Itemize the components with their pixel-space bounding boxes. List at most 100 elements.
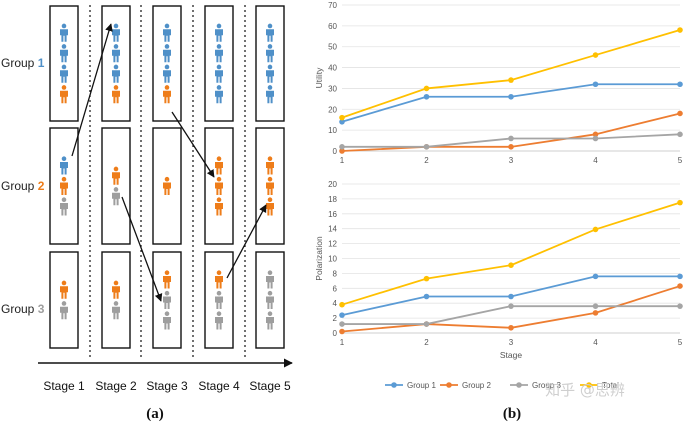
series-line-total [341,201,681,306]
y-tick-label: 16 [328,210,337,219]
data-point-total [677,199,683,206]
x-tick-label: 5 [678,156,683,165]
person-icon-gray [266,290,274,309]
person-icon-blue [215,44,223,63]
person-icon-gray [112,187,120,206]
y-tick-label: 0 [333,329,338,338]
person-icon-blue [59,64,68,83]
stage-label-1: Stage 1 [43,379,85,393]
legend-label: Group 3 [532,381,561,390]
data-point-group-1 [592,273,599,280]
person-icon-orange [215,156,223,175]
y-tick-label: 20 [328,180,337,189]
data-point-group-3 [677,303,683,309]
x-tick-label: 2 [424,156,429,165]
data-point-total [423,85,430,92]
data-point-group-1 [339,312,345,318]
data-point-group-1 [508,93,514,100]
group-box [255,251,285,349]
data-point-group-3 [677,131,683,138]
group-box [49,251,79,349]
x-tick-label: 3 [509,338,514,347]
legend-item: Group 1 [385,381,436,390]
person-icon-orange [266,156,274,175]
person-icon-gray [163,311,171,330]
group-number-1: 1 [38,56,45,70]
person-icon-orange [215,270,223,289]
person-icon-blue [266,44,274,63]
data-point-group-3 [508,303,514,309]
person-icon-gray [266,311,274,330]
x-tick-label: 4 [593,338,598,347]
y-tick-label: 8 [333,269,338,278]
person-icon-blue [59,44,68,63]
stage-dividers [89,5,246,360]
legend-item: Group 2 [440,381,491,390]
person-icon-gray [59,301,68,320]
watermark: 知乎 @思辨 [545,381,625,399]
data-point-group-2 [677,110,683,117]
y-tick-label: 30 [328,84,337,93]
person-icon-orange [112,166,120,185]
y-tick-label: 4 [333,299,338,308]
y-tick-label: 18 [328,195,337,204]
data-point-total [508,262,514,269]
legend-item: Group 3 [510,381,561,390]
person-icon-blue [266,85,274,104]
person-icon-orange [59,280,68,299]
y-tick-label: 40 [328,64,337,73]
data-point-total [592,52,599,58]
person-icon-blue [266,23,274,42]
group-box [49,127,79,245]
person-icon-gray [163,290,171,309]
group-number-2: 2 [38,179,45,193]
data-point-group-1 [423,93,430,100]
data-point-group-1 [508,293,514,300]
person-icon-orange [215,197,223,216]
arrow-g1s3-to-g2s4 [171,111,215,178]
data-point-group-1 [423,293,430,300]
series-line-total [341,29,681,119]
data-point-total [339,114,345,121]
data-point-group-3 [592,303,599,309]
person-icon-orange [112,85,120,104]
x-axis-label: Stage [500,350,522,360]
legend-label: Group 1 [407,381,436,390]
panel-a: Group 1 Group 2 Group 3 Stage 1 Stage 2 … [1,5,293,422]
y-axis-label: Utility [314,67,324,89]
legend-marker [446,382,452,388]
data-point-group-2 [677,283,683,289]
y-tick-label: 14 [328,225,337,234]
data-point-group-3 [508,135,514,142]
group-label-3: Group 3 [1,302,45,316]
person-icon-orange [215,176,223,195]
y-tick-label: 70 [328,1,337,10]
person-icon-orange [163,85,171,104]
chart-legend: Group 1 Group 2 Group 3 Total [385,381,619,390]
arrow-g2s1-to-g1s2 [71,23,113,157]
person-icon-blue [163,44,171,63]
data-point-total [423,275,430,282]
y-tick-label: 60 [328,22,337,31]
y-tick-label: 10 [328,126,337,135]
data-point-total [508,77,514,83]
y-tick-label: 2 [333,314,338,323]
x-tick-label: 1 [340,338,345,347]
migration-arrows [71,23,267,302]
legend-label: Total [602,381,619,390]
person-icon-orange [266,176,274,195]
arrow-g3s4-to-g2s5 [226,204,267,279]
y-tick-label: 12 [328,240,337,249]
person-icon-gray [112,301,120,320]
data-point-group-1 [677,81,683,88]
person-icon-blue [59,156,68,175]
caption-b: (b) [503,406,521,422]
legend-marker [586,382,592,388]
data-point-group-3 [423,321,430,327]
group-label-1: Group 1 [1,56,45,70]
stage-label-5: Stage 5 [249,379,291,393]
x-tick-label: 3 [509,156,514,165]
group-box [204,251,234,349]
